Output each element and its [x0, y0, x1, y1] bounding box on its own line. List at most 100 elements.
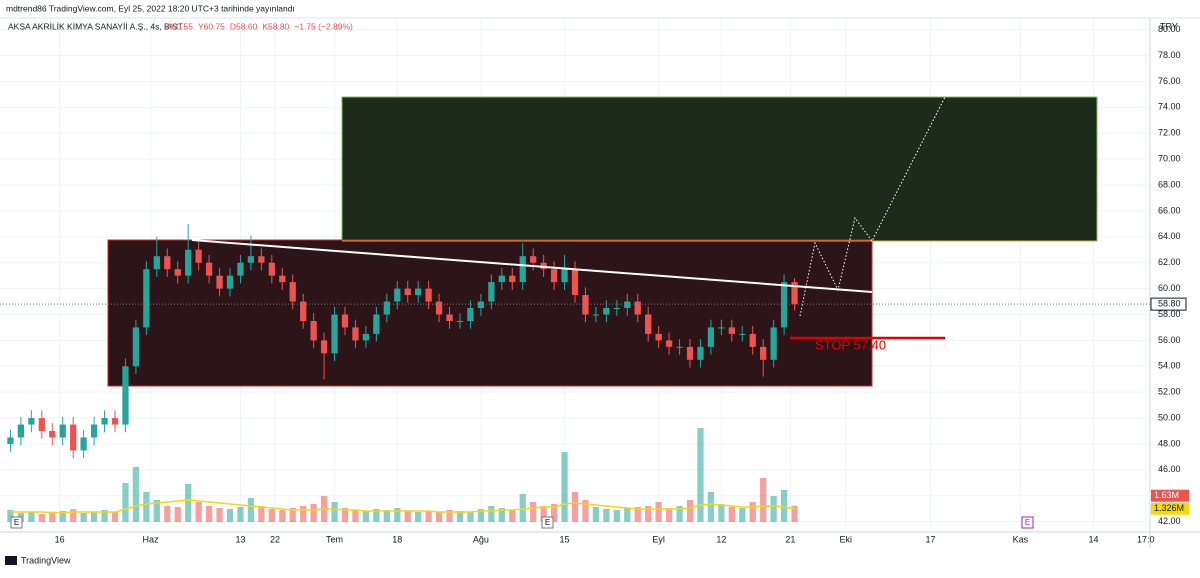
candle-body — [415, 288, 422, 296]
candle-body — [383, 301, 390, 315]
x-tick-label: 18 — [392, 534, 402, 544]
volume-bar — [310, 504, 317, 522]
ohlc-value: K58.80 — [262, 21, 289, 31]
candle-body — [791, 282, 798, 305]
event-box — [541, 516, 554, 529]
volume-bar — [373, 509, 380, 522]
candle-body — [509, 275, 516, 283]
candle-body — [686, 346, 694, 360]
event-marker: E — [14, 518, 19, 527]
y-tick-label: 62.00 — [1158, 257, 1181, 267]
currency: TRY — [1160, 21, 1178, 31]
volume-bar — [697, 428, 704, 522]
candle-body — [780, 282, 788, 328]
volume-bar — [300, 506, 307, 522]
candle-body — [258, 256, 265, 263]
candle-body — [310, 320, 317, 341]
volume-bar — [530, 502, 537, 522]
candle-body — [352, 327, 359, 341]
candle-body — [111, 418, 119, 425]
candle-body — [467, 308, 474, 321]
x-tick-label: Haz — [143, 534, 160, 544]
volume-bar — [718, 504, 725, 522]
y-tick-label: 64.00 — [1158, 231, 1181, 241]
candle-body — [561, 269, 568, 283]
candle-body — [80, 437, 87, 451]
volume-bar — [59, 511, 66, 522]
candle-body — [247, 256, 255, 263]
candle-body — [226, 275, 234, 289]
x-tick-label: Eyl — [652, 534, 665, 544]
candle-body — [760, 346, 767, 360]
volume-bar — [655, 502, 662, 522]
projection-path — [799, 96, 946, 317]
candle-body — [498, 275, 505, 283]
candle-body — [749, 333, 756, 347]
candle-body — [216, 275, 223, 289]
event-box — [1021, 516, 1034, 529]
volume-bar — [28, 512, 35, 522]
candle-body — [634, 301, 641, 315]
x-tick-label: Eki — [840, 534, 853, 544]
candle-body — [624, 301, 631, 309]
candle-body — [90, 424, 98, 438]
volume-bar — [613, 510, 620, 522]
y-tick-label: 70.00 — [1158, 153, 1181, 163]
candle-body — [205, 262, 213, 276]
candle-body — [268, 262, 275, 276]
x-tick-label: 17:0 — [1137, 534, 1155, 544]
candle-body — [645, 314, 652, 334]
volume-bar — [498, 508, 505, 522]
candle-body — [592, 314, 600, 316]
volume-bar — [404, 511, 411, 522]
x-tick-label: Kas — [1013, 534, 1029, 544]
candle-body — [519, 256, 526, 283]
candle-body — [122, 366, 129, 425]
volume-bar — [226, 509, 234, 522]
candle-body — [530, 256, 537, 263]
range-zone — [107, 239, 873, 387]
volume-bar — [645, 506, 652, 522]
candle-body — [38, 418, 45, 432]
ohlc-value: −1.75 (−2.89%) — [294, 21, 353, 31]
candle-body — [7, 437, 14, 444]
candle-body — [362, 333, 370, 341]
volume-bar — [164, 506, 171, 522]
volume-bar — [728, 507, 735, 522]
x-tick-label: 13 — [235, 534, 245, 544]
x-tick-label: Ağu — [473, 534, 489, 544]
candle-body — [707, 327, 715, 347]
candle-body — [446, 314, 453, 321]
candle-body — [456, 320, 464, 322]
volume-bar — [70, 509, 77, 522]
candle-body — [697, 346, 704, 360]
symbol: AKSA AKRİLİK KİMYA SANAYİİ A.Ş., 4s, BIS… — [8, 21, 183, 31]
volume-tag — [1151, 489, 1189, 502]
candle-body — [237, 262, 244, 276]
volume-bar — [80, 513, 87, 522]
x-tick-label: 12 — [716, 534, 726, 544]
volume-bar — [341, 508, 349, 522]
y-tick-label: 72.00 — [1158, 128, 1181, 138]
candle-body — [728, 327, 735, 334]
volume-bar — [624, 508, 631, 522]
volume-bar — [258, 506, 265, 522]
candle-body — [665, 340, 673, 347]
ohlc-value: D58.60 — [230, 21, 258, 31]
x-tick-label: 22 — [270, 534, 280, 544]
stop-label: STOP 57.40 — [815, 337, 886, 352]
volume-bar — [122, 483, 129, 522]
volume-bar — [205, 506, 213, 522]
volume-ma — [10, 499, 795, 514]
volume-bar — [603, 509, 610, 522]
candle-body — [331, 314, 338, 354]
y-tick-label: 68.00 — [1158, 179, 1181, 189]
y-tick-label: 48.00 — [1158, 438, 1181, 448]
volume-bar — [362, 511, 370, 522]
candle-body — [550, 269, 558, 283]
y-tick-label: 80.00 — [1158, 24, 1181, 34]
volume-bar — [676, 506, 683, 522]
volume-bar — [237, 507, 244, 522]
